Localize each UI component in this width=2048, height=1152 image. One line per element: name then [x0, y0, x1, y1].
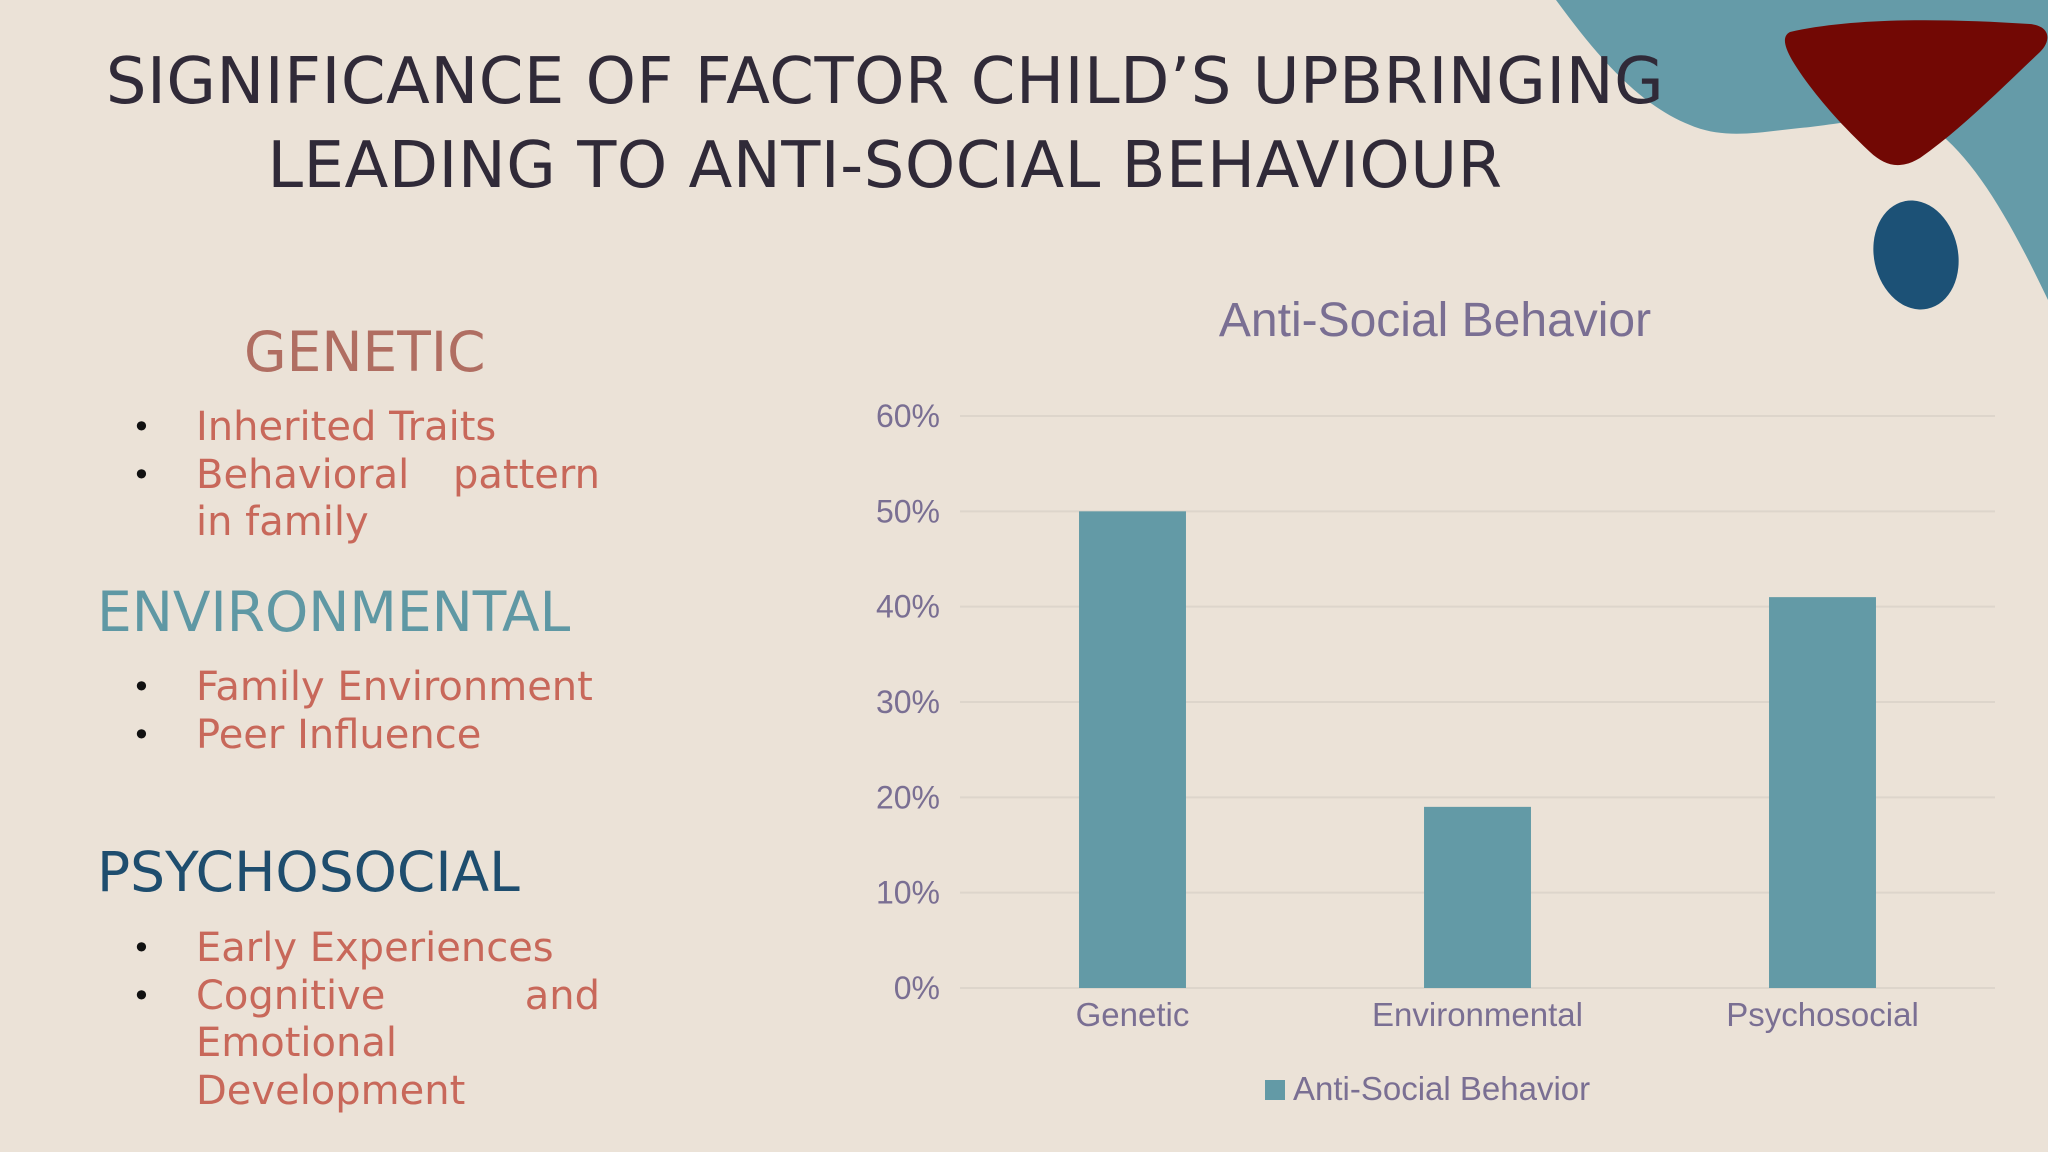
y-tick-label: 50%: [876, 493, 940, 529]
list-item: • Peer Influence: [132, 711, 482, 758]
bullet-icon: •: [132, 408, 151, 446]
legend-swatch: [1265, 1080, 1285, 1100]
slide-title: SIGNIFICANCE OF FACTOR CHILD’S UPBRINGIN…: [40, 40, 1730, 208]
bar-chart: Anti-Social Behavior 0% 10% 20% 30% 40% 50% 60…: [876, 294, 1995, 1107]
y-tick-label: 40%: [876, 589, 940, 625]
list-item: • Behavioral pattern in family: [132, 451, 600, 546]
list-item: • Early Experiences: [132, 925, 554, 971]
red-blob-shape: [1784, 20, 2048, 166]
psychosocial-list: • Early Experiences • Cognitive and Emotio…: [0, 925, 600, 1115]
bar-environmental: [1424, 806, 1531, 988]
bullet-icon: •: [132, 455, 151, 494]
genetic-list: • Inherited Traits • Behavioral pattern in…: [0, 404, 600, 547]
slide-title-line-1: SIGNIFICANCE OF FACTOR CHILD’S UPBRINGIN…: [105, 45, 1665, 119]
y-tick-label: 20%: [876, 779, 940, 815]
y-axis-ticks: 0% 10% 20% 30% 40% 50% 60%: [876, 398, 940, 1006]
bar-psychosocial: [1769, 597, 1876, 988]
list-item: • Inherited Traits: [132, 404, 497, 450]
list-item: • Cognitive and Emotional Development: [132, 972, 600, 1114]
legend-label: Anti-Social Behavior: [1293, 1070, 1590, 1107]
genetic-heading: GENETIC: [244, 320, 486, 384]
environmental-heading: ENVIRONMENTAL: [97, 580, 571, 644]
y-tick-label: 10%: [876, 875, 940, 911]
bullet-icon: •: [132, 929, 151, 967]
x-axis-labels: Genetic Environmental Psychosocial: [1076, 996, 1919, 1033]
x-tick-label: Genetic: [1076, 996, 1190, 1033]
y-tick-label: 0%: [894, 970, 940, 1006]
bars: [1079, 511, 1876, 988]
bullet-icon: •: [132, 668, 151, 706]
bullet-icon: •: [132, 715, 151, 754]
y-tick-label: 60%: [876, 398, 940, 434]
list-item: • Family Environment: [132, 664, 593, 710]
x-tick-label: Environmental: [1372, 996, 1583, 1033]
x-tick-label: Psychosocial: [1726, 996, 1919, 1033]
slide-title-line-2: LEADING TO ANTI-SOCIAL BEHAVIOUR: [267, 129, 1503, 203]
chart-legend: Anti-Social Behavior: [1265, 1070, 1590, 1107]
factor-list-panel: GENETIC • Inherited Traits • Behavioral pa…: [0, 0, 640, 1152]
y-tick-label: 30%: [876, 684, 940, 720]
psychosocial-heading: PSYCHOSOCIAL: [97, 840, 520, 904]
environmental-list: • Family Environment • Peer Influence: [0, 664, 593, 759]
chart-title: Anti-Social Behavior: [1219, 294, 1651, 347]
chart-container: Anti-Social Behavior 0% 10% 20% 30% 40% 50% 60…: [800, 280, 2020, 1120]
bullet-icon: •: [132, 976, 151, 1015]
bar-genetic: [1079, 511, 1186, 988]
